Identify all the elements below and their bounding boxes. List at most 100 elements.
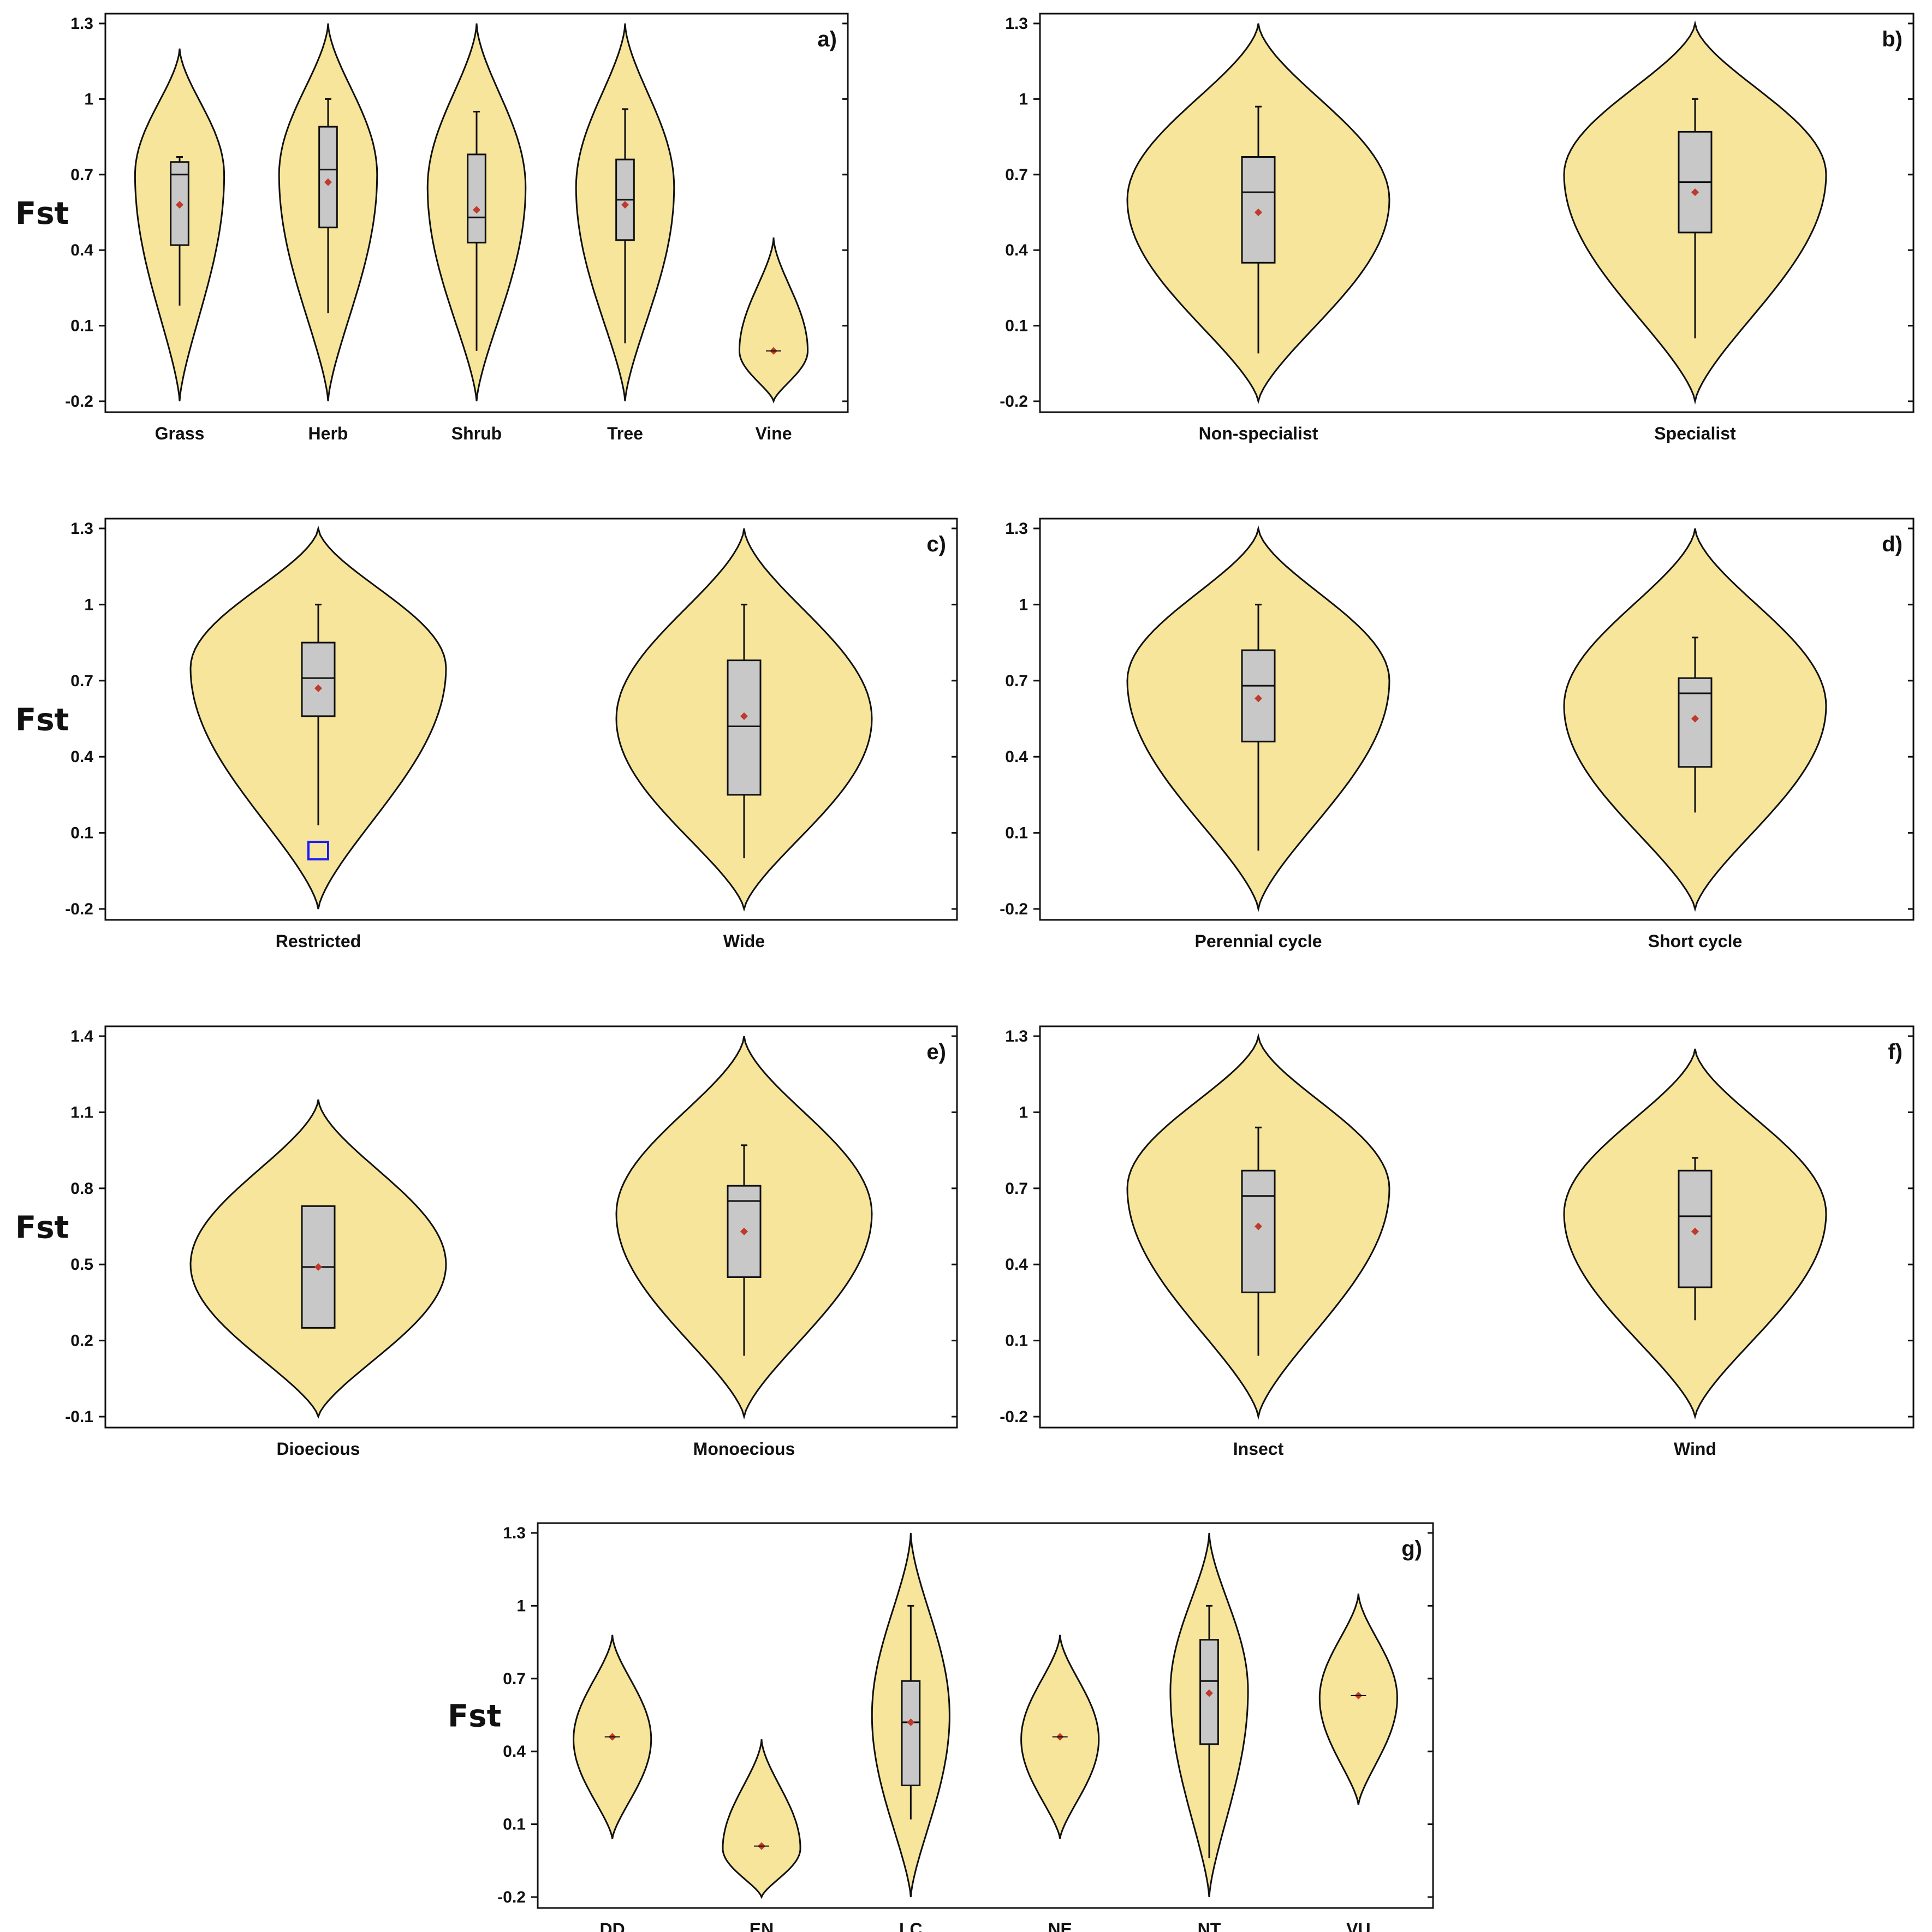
y-tick-label: 0.1 [503, 1816, 526, 1834]
violin-group-vu [1318, 1594, 1398, 1805]
violin-group-vine [739, 237, 809, 404]
plot-frame [104, 13, 849, 413]
y-tick-label: 0.8 [70, 1180, 93, 1198]
iqr-box [318, 126, 338, 229]
iqr-box [1241, 1169, 1276, 1293]
y-tick-label: 0.4 [1005, 241, 1028, 259]
y-tick-label: -0.2 [1000, 900, 1028, 918]
iqr-box [1199, 1639, 1219, 1745]
x-tick-label-wide: Wide [723, 931, 765, 951]
violin-group-tree [575, 23, 675, 402]
outlier-marker [307, 841, 329, 861]
panel-label: f) [1888, 1040, 1903, 1064]
x-tick-label-restricted: Restricted [276, 931, 361, 951]
panel-d: -0.2 0.1 0.4 0.7 1 1.3 d) Perennial cycle Short … [1000, 518, 1915, 951]
violin-group-specialist [1563, 20, 1827, 405]
y-tick-label: 0.7 [1005, 672, 1028, 690]
violin-group-dioecious [189, 1099, 447, 1419]
violin-group-short-cycle [1563, 528, 1827, 912]
mean-marker [473, 206, 480, 214]
x-tick-label-ne: NE [1048, 1919, 1072, 1932]
y-tick-label: 0.1 [70, 317, 93, 335]
mean-marker [1691, 1227, 1699, 1235]
y-axis-label: Fst [448, 1699, 501, 1734]
panel-g: -0.2 0.1 0.4 0.7 1 1.3 Fst g) DD EN LC NE NT VU [448, 1522, 1434, 1932]
y-tick-label: 1 [84, 596, 93, 614]
mean-marker [1255, 1222, 1262, 1230]
plot-frame [537, 1522, 1434, 1909]
y-axis-label: Fst [15, 1210, 69, 1246]
y-tick-label: 1 [516, 1597, 526, 1615]
y-tick-label: 0.1 [1005, 1332, 1028, 1350]
x-tick-label-lc: LC [899, 1919, 923, 1932]
violin-group-restricted [189, 525, 447, 909]
mean-marker [314, 684, 322, 692]
mean-marker [324, 178, 332, 186]
y-tick-label: 1.1 [70, 1103, 93, 1121]
y-tick-label: 0.5 [70, 1256, 93, 1274]
panel-label: d) [1882, 532, 1903, 556]
violin-group-ne [1020, 1634, 1100, 1839]
y-tick-label: 0.4 [503, 1743, 526, 1761]
x-tick-label-herb: Herb [308, 424, 348, 443]
y-tick-label: 0.7 [70, 166, 93, 184]
y-tick-label: 0.1 [1005, 317, 1028, 335]
violin-group-shrub [426, 23, 527, 402]
y-tick-label: 1.3 [70, 520, 93, 538]
y-tick-label: 1.3 [1005, 15, 1028, 33]
iqr-box [901, 1680, 921, 1786]
plot-frame [1039, 13, 1915, 413]
y-tick-label: 0.7 [503, 1670, 526, 1688]
y-tick-label: 0.7 [70, 672, 93, 690]
y-tick-label: -0.2 [65, 393, 93, 411]
x-tick-label-short-cycle: Short cycle [1648, 931, 1743, 951]
y-tick-label: 0.4 [70, 748, 93, 766]
violin-group-non-specialist [1126, 23, 1390, 405]
x-tick-label-dioecious: Dioecious [277, 1439, 360, 1459]
mean-marker [1255, 694, 1262, 703]
x-tick-label-tree: Tree [607, 424, 643, 443]
y-axis-label: Fst [15, 703, 69, 738]
violin-group-monoecious [615, 1036, 873, 1420]
y-tick-label: -0.2 [497, 1888, 526, 1906]
y-tick-label: 0.1 [1005, 824, 1028, 842]
mean-marker [1255, 209, 1262, 216]
y-tick-label: 0.7 [1005, 166, 1028, 184]
x-tick-label-nt: NT [1198, 1919, 1221, 1932]
violin-en [722, 1739, 801, 1899]
panel-f: -0.2 0.1 0.4 0.7 1 1.3 f) Insect Wind [1000, 1025, 1915, 1459]
iqr-box [301, 641, 336, 717]
iqr-box [467, 153, 486, 243]
y-tick-label: 1 [1019, 90, 1028, 108]
x-tick-label-insect: Insect [1233, 1439, 1284, 1459]
panel-label: a) [817, 27, 837, 51]
violin-group-wide [615, 528, 873, 912]
panel-b: -0.2 0.1 0.4 0.7 1 1.3 b) Non-specialist Special… [1000, 13, 1915, 443]
y-tick-label: -0.2 [1000, 393, 1028, 411]
panel-label: c) [926, 532, 946, 556]
x-tick-label-wind: Wind [1674, 1439, 1716, 1459]
y-tick-label: -0.1 [65, 1408, 93, 1426]
plot-frame [1039, 518, 1915, 921]
y-tick-label: 1.3 [1005, 1027, 1028, 1045]
y-tick-label: 1.3 [503, 1524, 526, 1542]
panel-label: g) [1401, 1537, 1422, 1561]
plot-frame [104, 1025, 958, 1429]
y-tick-label: 1.3 [70, 15, 93, 33]
x-tick-label-shrub: Shrub [451, 424, 502, 443]
y-tick-label: 1 [84, 90, 93, 108]
x-tick-label-dd: DD [600, 1919, 625, 1932]
y-tick-label: 0.4 [1005, 1256, 1028, 1274]
y-tick-label: 1 [1019, 596, 1028, 614]
y-tick-label: -0.2 [65, 900, 93, 918]
mean-marker [740, 712, 748, 720]
violin-group-nt [1169, 1532, 1249, 1898]
violin-group-insect [1126, 1033, 1390, 1420]
y-tick-label: -0.2 [1000, 1408, 1028, 1426]
panel-a: -0.2 0.1 0.4 0.7 1 1.3 Fst a) Grass Herb Shrub Tree… [15, 13, 849, 443]
x-tick-label-vine: Vine [756, 424, 792, 443]
mean-marker [1691, 188, 1699, 197]
violin-vine [739, 237, 809, 404]
violin-group-dd [573, 1634, 652, 1839]
